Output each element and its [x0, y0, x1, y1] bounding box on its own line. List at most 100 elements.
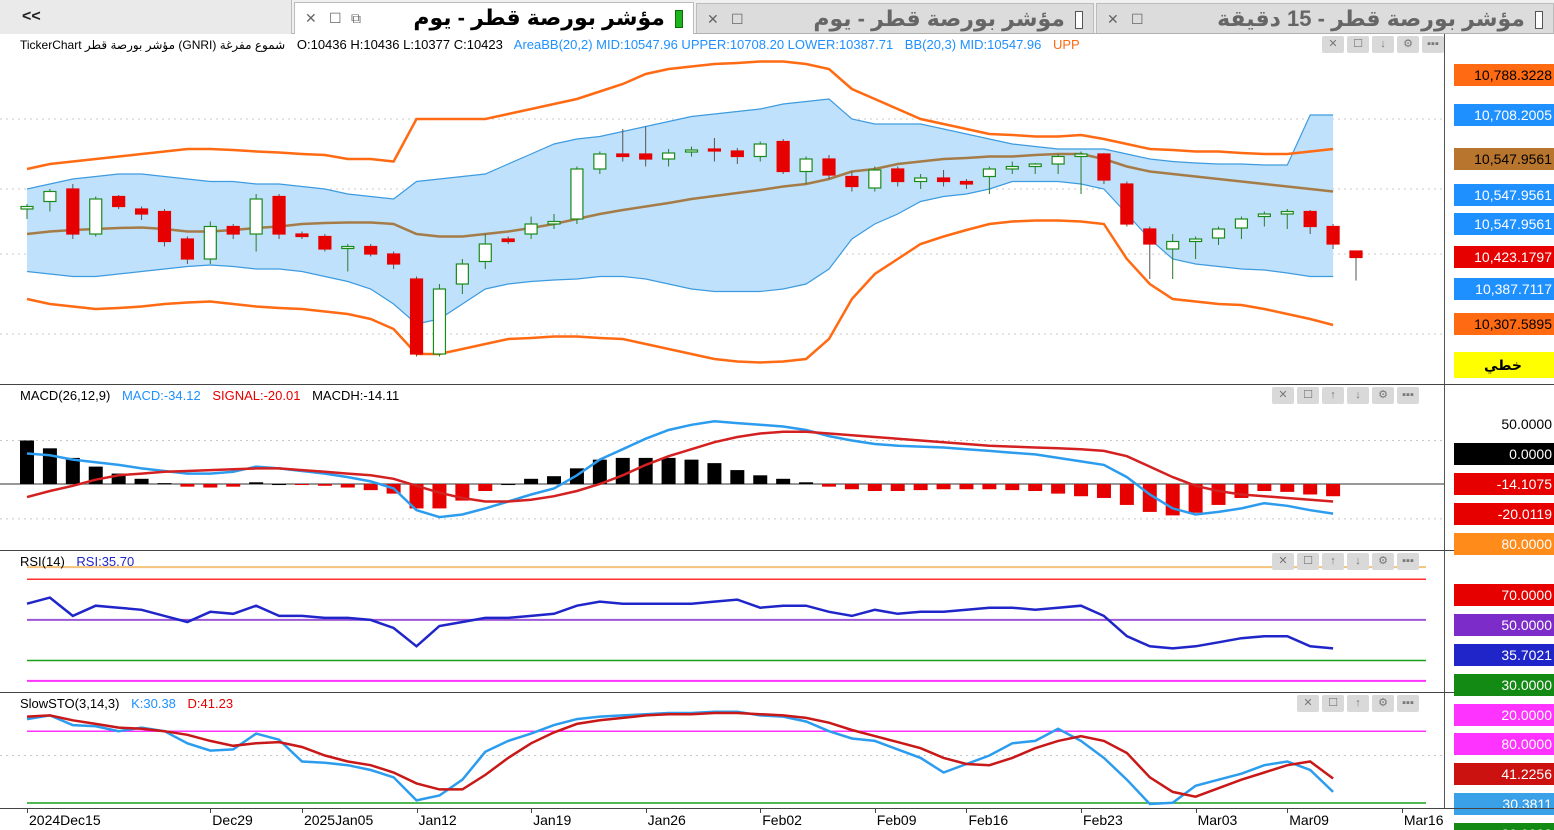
price-legend: TickerChart مؤشر بورصة قطر (GNRI) شموع م… — [20, 37, 1088, 52]
tab-qatar-index-daily-active[interactable]: ✕ ☐ ⧉ مؤشر بورصة قطر - يوم — [294, 2, 694, 34]
tab-bar: << ✕ ☐ ⧉ مؤشر بورصة قطر - يوم ✕ ☐ مؤشر ب… — [0, 0, 1554, 34]
macd-histogram-bar — [226, 484, 241, 487]
price-plot[interactable] — [0, 34, 1554, 384]
time-axis-label: Feb02 — [762, 812, 802, 828]
candle — [524, 223, 538, 235]
macd-histogram-bar — [936, 484, 951, 490]
time-axis-label: Feb16 — [968, 812, 1009, 828]
macd-histogram-bar — [432, 484, 447, 509]
areabb-readout: AreaBB(20,2) MID:10547.96 UPPER:10708.20… — [513, 37, 894, 52]
macd-histogram-bar — [776, 478, 791, 485]
close-icon[interactable]: ✕ — [1107, 11, 1119, 27]
close-icon[interactable]: ✕ — [305, 10, 317, 26]
pane-toolbar: ✕ ☐ ↑ ↓ ⚙ ▪▪▪ — [1272, 387, 1419, 404]
pane-move-down-icon[interactable]: ↓ — [1347, 387, 1369, 404]
candle — [501, 238, 515, 243]
macd-histogram-bar — [317, 484, 332, 486]
pane-close-icon[interactable]: ✕ — [1272, 553, 1294, 570]
candle — [272, 195, 286, 235]
pane-settings-icon[interactable]: ⚙ — [1372, 553, 1394, 570]
pane-more-icon[interactable]: ▪▪▪ — [1397, 387, 1419, 404]
pane-more-icon[interactable]: ▪▪▪ — [1422, 36, 1444, 53]
bb-readout: BB(20,3) MID:10547.96 — [904, 37, 1042, 52]
float-window-icon[interactable]: ⧉ — [351, 10, 361, 26]
close-icon[interactable]: ✕ — [707, 11, 719, 27]
pane-maximize-icon[interactable]: ☐ — [1297, 553, 1319, 570]
candle — [1120, 183, 1134, 225]
pane-move-up-icon[interactable]: ↑ — [1322, 553, 1344, 570]
maximize-icon[interactable]: ☐ — [329, 10, 342, 26]
candle — [639, 153, 653, 160]
pane-settings-icon[interactable]: ⚙ — [1397, 36, 1419, 53]
pane-more-icon[interactable]: ▪▪▪ — [1397, 553, 1419, 570]
bollinger-upper-line — [26, 60, 1334, 171]
pane-move-up-icon[interactable]: ↑ — [1322, 387, 1344, 404]
collapse-panel-button[interactable]: << — [0, 0, 292, 34]
candle — [1211, 228, 1226, 239]
chart-style-badge[interactable]: خطي — [1454, 352, 1554, 378]
macd-histogram-bar — [707, 463, 722, 485]
candle — [203, 225, 217, 260]
macd-plot[interactable] — [0, 385, 1554, 550]
rsi-indicator-name: RSI(14) — [20, 554, 65, 569]
candle — [845, 175, 859, 188]
candle — [134, 208, 149, 215]
pane-close-icon[interactable]: ✕ — [1297, 695, 1319, 712]
ohlc-readout: O:10436 H:10436 L:10377 C:10423 — [296, 37, 503, 52]
pane-maximize-icon[interactable]: ☐ — [1297, 387, 1319, 404]
rsi-plot[interactable] — [0, 551, 1554, 692]
chart-area[interactable]: TickerChart مؤشر بورصة قطر (GNRI) شموع م… — [0, 34, 1554, 830]
bollinger-middle-line — [26, 152, 1334, 238]
time-axis[interactable]: 2024Dec15 Dec29 2025Jan05 Jan12 Jan19 Jan26 Fe… — [0, 808, 1554, 830]
pane-toolbar: ✕ ☐ ↓ ⚙ ▪▪▪ — [1322, 36, 1444, 53]
candle — [1280, 210, 1294, 215]
macd-histogram-bar — [157, 483, 172, 485]
indicator-axis-label: 0.0000 — [1454, 443, 1554, 465]
pane-move-up-icon[interactable]: ↑ — [1347, 695, 1369, 712]
macd-pane[interactable]: MACD(26,12,9) MACD:-34.12 SIGNAL:-20.01 … — [0, 385, 1554, 555]
axis-separator — [1444, 34, 1445, 384]
macd-histogram-bar — [111, 473, 126, 485]
candle — [684, 149, 699, 153]
indicator-axis-label: 50.0000 — [1454, 614, 1554, 636]
pane-more-icon[interactable]: ▪▪▪ — [1397, 695, 1419, 712]
candle — [1326, 225, 1340, 245]
stochastic-k-line — [26, 710, 1334, 806]
tab-qatar-index-daily[interactable]: ✕ ☐ مؤشر بورصة قطر - يوم — [696, 3, 1094, 33]
indicator-axis-label: 41.2256 — [1454, 763, 1554, 785]
price-pane[interactable]: TickerChart مؤشر بورصة قطر (GNRI) شموع م… — [0, 34, 1554, 385]
candle — [1074, 153, 1088, 158]
candle — [432, 288, 447, 355]
macd-histogram-bar — [730, 470, 745, 485]
pane-move-down-icon[interactable]: ↓ — [1347, 553, 1369, 570]
pane-settings-icon[interactable]: ⚙ — [1372, 695, 1394, 712]
macd-histogram-bar — [661, 457, 676, 485]
pane-close-icon[interactable]: ✕ — [1322, 36, 1344, 53]
candle — [822, 158, 836, 176]
bollinger-lower-line — [26, 219, 1334, 364]
macd-histogram-bar — [65, 457, 80, 485]
bb-upper-readout: UPP — [1053, 37, 1080, 52]
rsi-pane[interactable]: RSI(14) RSI:35.70 ✕ ☐ ↑ ↓ ⚙ ▪▪▪ 70.0000 5… — [0, 551, 1554, 726]
macd-histogram-bar — [249, 482, 264, 485]
live-indicator-icon — [675, 10, 683, 29]
candle — [1005, 165, 1019, 170]
axis-separator — [1444, 551, 1445, 692]
macd-histogram-bar — [524, 478, 539, 485]
tab-title: مؤشر بورصة قطر - 15 دقيقة — [1217, 6, 1543, 32]
pane-move-down-icon[interactable]: ↓ — [1372, 36, 1394, 53]
pane-maximize-icon[interactable]: ☐ — [1347, 36, 1369, 53]
stochastic-plot[interactable] — [0, 693, 1554, 808]
maximize-icon[interactable]: ☐ — [731, 11, 744, 27]
candle — [1028, 163, 1042, 168]
candle — [157, 210, 172, 243]
pane-close-icon[interactable]: ✕ — [1272, 387, 1294, 404]
pane-settings-icon[interactable]: ⚙ — [1372, 387, 1394, 404]
candle — [1303, 210, 1317, 228]
stochastic-pane[interactable]: SlowSTO(3,14,3) K:30.38 D:41.23 ✕ ☐ ↑ ⚙ … — [0, 693, 1554, 830]
macd-histogram-bar — [1074, 484, 1089, 497]
maximize-icon[interactable]: ☐ — [1131, 11, 1144, 27]
tab-qatar-index-15min[interactable]: ✕ ☐ مؤشر بورصة قطر - 15 دقيقة — [1096, 3, 1554, 33]
candle — [180, 238, 194, 260]
pane-maximize-icon[interactable]: ☐ — [1322, 695, 1344, 712]
